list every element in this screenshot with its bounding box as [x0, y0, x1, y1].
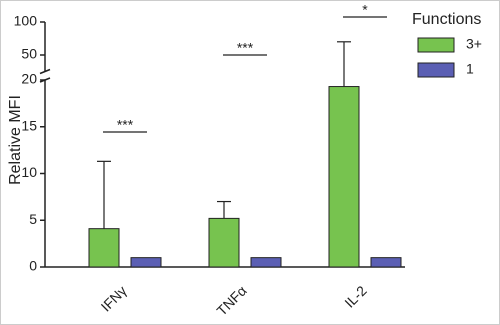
y-tick-label: 10	[21, 164, 37, 180]
significance-label: *	[362, 2, 368, 18]
significance-label: ***	[237, 40, 254, 56]
bar	[130, 257, 162, 268]
legend-label: 1	[466, 61, 474, 77]
legend-swatch	[417, 62, 455, 78]
y-tick-label: 100	[14, 13, 38, 29]
y-tick-label: 15	[21, 117, 37, 133]
legend-label: 3+	[466, 36, 482, 52]
bar	[370, 257, 402, 268]
y-tick-label: 0	[29, 258, 37, 274]
y-tick-label: 5	[29, 211, 37, 227]
significance-label: ***	[117, 117, 134, 133]
bar	[208, 217, 240, 268]
y-tick-label: 20	[21, 71, 37, 87]
legend-title: Functions	[412, 11, 481, 28]
bar	[328, 86, 360, 268]
bar	[250, 257, 282, 268]
bar	[88, 228, 120, 268]
y-tick-label: 50	[21, 46, 37, 62]
axis-break	[39, 68, 51, 75]
legend-swatch	[417, 37, 455, 53]
y-axis-label: Relative MFI	[7, 95, 24, 185]
